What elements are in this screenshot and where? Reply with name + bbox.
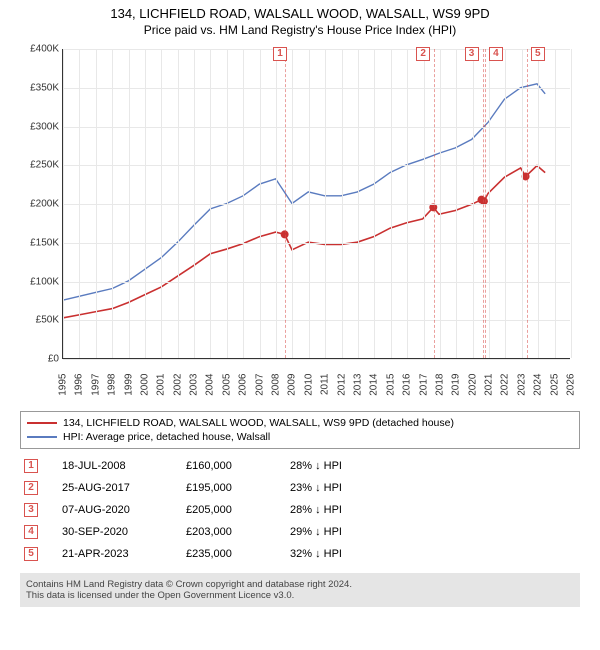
event-row: 5 21-APR-2023 £235,000 32% ↓ HPI — [20, 543, 580, 565]
x-tick-label: 2021 — [484, 374, 495, 404]
x-tick-label: 2004 — [205, 374, 216, 404]
marker-line — [285, 49, 286, 358]
y-tick-label: £250K — [21, 160, 59, 171]
x-tick-label: 2012 — [336, 374, 347, 404]
x-tick-label: 1996 — [74, 374, 85, 404]
x-tick-label: 2024 — [533, 374, 544, 404]
marker-badge: 4 — [489, 47, 503, 61]
x-tick-label: 1999 — [123, 374, 134, 404]
event-badge: 3 — [24, 503, 38, 517]
marker-line — [434, 49, 435, 358]
event-badge: 4 — [24, 525, 38, 539]
event-row: 1 18-JUL-2008 £160,000 28% ↓ HPI — [20, 455, 580, 477]
x-tick-label: 2002 — [172, 374, 183, 404]
events-table: 1 18-JUL-2008 £160,000 28% ↓ HPI 2 25-AUG-201… — [20, 455, 580, 565]
legend-label: 134, LICHFIELD ROAD, WALSALL WOOD, WALSA… — [63, 417, 454, 429]
legend-item-hpi: HPI: Average price, detached house, Wals… — [27, 430, 573, 444]
event-pct: 29% ↓ HPI — [290, 526, 390, 538]
marker-badge: 2 — [416, 47, 430, 61]
y-tick-label: £300K — [21, 121, 59, 132]
x-tick-label: 2020 — [467, 374, 478, 404]
x-tick-label: 2023 — [516, 374, 527, 404]
y-tick-label: £100K — [21, 276, 59, 287]
marker-line — [483, 49, 484, 358]
footer-line: This data is licensed under the Open Gov… — [26, 590, 574, 601]
event-badge: 5 — [24, 547, 38, 561]
y-tick-label: £400K — [21, 44, 59, 55]
x-tick-label: 2011 — [320, 374, 331, 404]
x-tick-label: 2025 — [549, 374, 560, 404]
event-date: 30-SEP-2020 — [62, 526, 162, 538]
x-tick-label: 1995 — [58, 374, 69, 404]
x-tick-label: 2026 — [566, 374, 577, 404]
y-tick-label: £150K — [21, 237, 59, 248]
x-tick-label: 2014 — [369, 374, 380, 404]
footer: Contains HM Land Registry data © Crown c… — [20, 573, 580, 607]
x-tick-label: 2010 — [303, 374, 314, 404]
y-tick-label: £200K — [21, 199, 59, 210]
y-tick-label: £50K — [21, 315, 59, 326]
x-tick-label: 2013 — [352, 374, 363, 404]
x-tick-label: 1997 — [90, 374, 101, 404]
marker-badge: 5 — [531, 47, 545, 61]
x-tick-label: 2019 — [451, 374, 462, 404]
marker-badge: 3 — [465, 47, 479, 61]
event-pct: 28% ↓ HPI — [290, 504, 390, 516]
event-pct: 28% ↓ HPI — [290, 460, 390, 472]
marker-badge: 1 — [273, 47, 287, 61]
event-date: 21-APR-2023 — [62, 548, 162, 560]
x-tick-label: 2003 — [189, 374, 200, 404]
y-tick-label: £350K — [21, 82, 59, 93]
event-pct: 32% ↓ HPI — [290, 548, 390, 560]
event-price: £195,000 — [186, 482, 266, 494]
x-tick-label: 2008 — [271, 374, 282, 404]
event-row: 2 25-AUG-2017 £195,000 23% ↓ HPI — [20, 477, 580, 499]
x-tick-label: 2000 — [139, 374, 150, 404]
x-tick-label: 1998 — [107, 374, 118, 404]
event-row: 4 30-SEP-2020 £203,000 29% ↓ HPI — [20, 521, 580, 543]
legend: 134, LICHFIELD ROAD, WALSALL WOOD, WALSA… — [20, 411, 580, 449]
event-date: 07-AUG-2020 — [62, 504, 162, 516]
event-row: 3 07-AUG-2020 £205,000 28% ↓ HPI — [20, 499, 580, 521]
event-price: £160,000 — [186, 460, 266, 472]
x-tick-label: 2009 — [287, 374, 298, 404]
legend-swatch — [27, 422, 57, 424]
event-date: 25-AUG-2017 — [62, 482, 162, 494]
x-tick-label: 2006 — [238, 374, 249, 404]
chart-area: £0 £50K £100K £150K £200K £250K £300K £350K £400… — [20, 43, 580, 403]
x-tick-label: 2018 — [434, 374, 445, 404]
event-price: £203,000 — [186, 526, 266, 538]
event-price: £205,000 — [186, 504, 266, 516]
x-tick-label: 2005 — [221, 374, 232, 404]
y-tick-label: £0 — [21, 354, 59, 365]
x-tick-label: 2007 — [254, 374, 265, 404]
legend-label: HPI: Average price, detached house, Wals… — [63, 431, 270, 443]
event-badge: 1 — [24, 459, 38, 473]
chart-title: 134, LICHFIELD ROAD, WALSALL WOOD, WALSA… — [4, 6, 596, 21]
event-pct: 23% ↓ HPI — [290, 482, 390, 494]
x-tick-label: 2015 — [385, 374, 396, 404]
event-price: £235,000 — [186, 548, 266, 560]
event-badge: 2 — [24, 481, 38, 495]
x-tick-label: 2016 — [402, 374, 413, 404]
x-tick-label: 2001 — [156, 374, 167, 404]
chart-subtitle: Price paid vs. HM Land Registry's House … — [4, 23, 596, 37]
legend-item-property: 134, LICHFIELD ROAD, WALSALL WOOD, WALSA… — [27, 416, 573, 430]
x-tick-label: 2022 — [500, 374, 511, 404]
marker-line — [485, 49, 486, 358]
footer-line: Contains HM Land Registry data © Crown c… — [26, 579, 574, 590]
legend-swatch — [27, 436, 57, 438]
marker-line — [527, 49, 528, 358]
x-tick-label: 2017 — [418, 374, 429, 404]
event-date: 18-JUL-2008 — [62, 460, 162, 472]
plot: £0£50K£100K£150K£200K£250K£300K£350K£400… — [62, 49, 570, 359]
